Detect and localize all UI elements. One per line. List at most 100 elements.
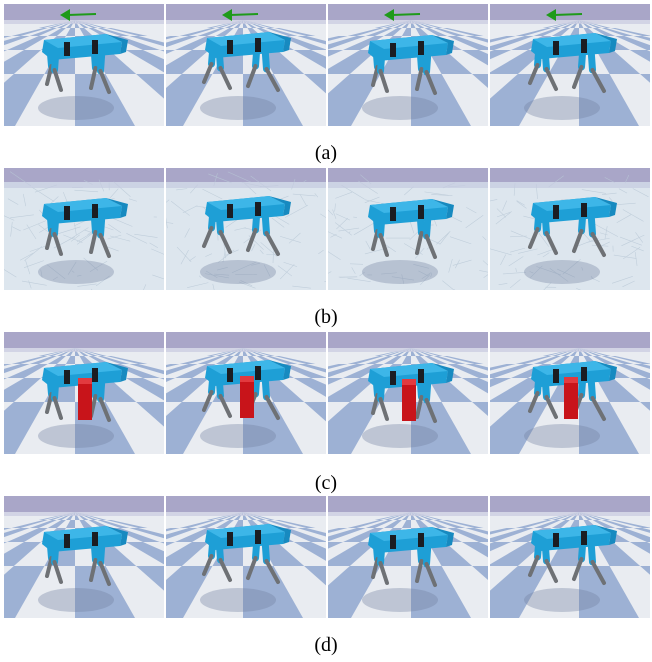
robot-shin [371, 557, 380, 579]
quadruped-robot [202, 32, 291, 92]
sim-frame-render [328, 496, 488, 618]
sky [490, 4, 650, 22]
sim-frame-render [4, 4, 164, 126]
direction-arrow [546, 9, 583, 21]
horizon-haze [4, 20, 164, 24]
robot-shin [528, 555, 540, 577]
robot-head [106, 362, 128, 382]
horizon-haze [490, 512, 650, 516]
robot-shin [202, 390, 214, 412]
caption-d: (d) [314, 634, 338, 656]
robot-body-top [533, 33, 611, 47]
sky [166, 332, 326, 350]
robot-shadow [200, 96, 276, 120]
robot-joint [255, 202, 261, 216]
red-payload-top [240, 376, 254, 382]
robot-shin [415, 559, 424, 583]
sim-frame-render [4, 168, 164, 290]
robot-shin [424, 562, 437, 587]
robot-shin [218, 66, 232, 90]
robot-shin [52, 232, 63, 256]
robot-joint [581, 367, 587, 381]
robot-joint [553, 533, 559, 547]
robot-shin [45, 64, 54, 86]
robot-body-top [207, 32, 285, 46]
row-b [4, 168, 650, 290]
robot-body-top [44, 198, 122, 212]
robot-head [595, 197, 617, 217]
robot-joint [553, 369, 559, 383]
robot-shadow [524, 588, 600, 612]
robot-shadow [524, 424, 600, 448]
caption-a: (a) [314, 142, 338, 164]
robot-shin [544, 231, 558, 255]
robot-joint [581, 531, 587, 545]
robot-head [595, 525, 617, 545]
robot-shin [218, 558, 232, 582]
robot-head [106, 34, 128, 54]
frame-a-3 [328, 4, 488, 126]
robot-shin [98, 233, 111, 258]
robot-shadow [38, 96, 114, 120]
robot-shadow [524, 96, 600, 120]
robot-shin [378, 561, 389, 585]
robot-body-top [44, 526, 122, 540]
robot-shin [98, 561, 111, 586]
robot-body-top [533, 361, 611, 375]
robot-shin [246, 556, 258, 580]
sky [490, 496, 650, 514]
robot-shin [528, 63, 540, 85]
robot-joint [581, 203, 587, 217]
robot-shin [544, 67, 558, 91]
robot-shin [218, 230, 232, 254]
robot-shin [415, 395, 424, 419]
sky [490, 332, 650, 350]
sim-frame-render [166, 496, 326, 618]
quadruped-robot [42, 34, 128, 94]
robot-joint [92, 368, 98, 382]
robot-shin [590, 232, 606, 257]
robot-shin [378, 397, 389, 421]
sim-frame-render [490, 168, 650, 290]
frame-d-1 [4, 496, 164, 618]
robot-head [269, 360, 291, 380]
robot-shadow [524, 260, 600, 284]
robot-shin [45, 392, 54, 414]
frame-c-2 [166, 332, 326, 454]
quadruped-robot [528, 33, 617, 93]
sky [490, 168, 650, 186]
robot-joint [553, 205, 559, 219]
direction-arrow [222, 9, 259, 21]
robot-joint [227, 532, 233, 546]
frame-c-1 [4, 332, 164, 454]
robot-head [432, 363, 454, 383]
horizon-haze [490, 182, 650, 188]
robot-shin [98, 397, 111, 422]
robot-shin [544, 395, 558, 419]
caption-c: (c) [314, 472, 338, 494]
sky [4, 168, 164, 186]
horizon-haze [328, 348, 488, 352]
robot-shin [415, 67, 424, 91]
row-d [4, 496, 650, 618]
robot-shin [264, 231, 280, 256]
robot-shin [415, 231, 424, 255]
sky [328, 4, 488, 22]
robot-shin [202, 62, 214, 84]
robot-joint [418, 41, 424, 55]
sim-frame-render [328, 4, 488, 126]
robot-shin [264, 395, 280, 420]
robot-joint [227, 40, 233, 54]
robot-joint [92, 532, 98, 546]
robot-body-top [370, 363, 448, 377]
robot-shin [371, 65, 380, 87]
sky [4, 496, 164, 514]
robot-joint [255, 38, 261, 52]
sim-frame-render [328, 332, 488, 454]
robot-shin [424, 70, 437, 95]
robot-shadow [38, 260, 114, 284]
frame-b-2 [166, 168, 326, 290]
robot-shin [89, 558, 98, 582]
robot-shin [52, 560, 63, 584]
robot-joint [390, 43, 396, 57]
